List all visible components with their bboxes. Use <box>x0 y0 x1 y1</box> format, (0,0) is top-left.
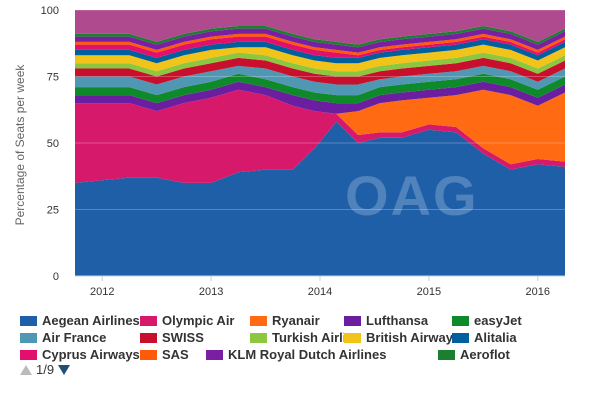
legend-swatch <box>250 315 267 326</box>
legend-swatch <box>452 332 469 343</box>
legend-item-cyprus-airways[interactable]: Cyprus Airways <box>20 347 140 362</box>
legend-swatch <box>250 332 267 343</box>
y-tick-label: 100 <box>41 5 59 17</box>
legend-label: KLM Royal Dutch Airlines <box>228 347 387 362</box>
y-tick-label: 50 <box>47 138 59 150</box>
area-air-france <box>75 65 565 96</box>
legend-item-aegean-airlines[interactable]: Aegean Airlines <box>20 313 140 328</box>
legend-label: Turkish Airlines <box>272 330 344 345</box>
legend-swatch <box>452 315 469 326</box>
area-lufthansa <box>75 81 565 114</box>
y-tick-label: 0 <box>53 271 59 283</box>
legend-row: Aegean Airlines Olympic Air Ryanair Lufthan… <box>20 312 590 329</box>
legend-swatch <box>206 349 223 360</box>
legend-label: Olympic Air <box>162 313 235 328</box>
area-easyjet <box>75 73 565 104</box>
legend-swatch <box>140 315 157 326</box>
pager-text: 1/9 <box>36 362 55 377</box>
legend-swatch <box>140 332 157 343</box>
legend-swatch <box>20 315 37 326</box>
legend-label: Alitalia <box>474 330 517 345</box>
legend-pager: 1/9 <box>20 362 71 377</box>
x-tick-label: 2012 <box>90 286 114 298</box>
area-swiss <box>75 57 565 85</box>
oag-watermark: OAG <box>345 164 479 227</box>
legend-label: Aegean Airlines <box>42 313 140 328</box>
legend-item-british-airways[interactable]: British Airways <box>344 330 452 345</box>
y-tick-label: 75 <box>47 72 59 84</box>
area-aegean-airlines <box>75 121 565 276</box>
area-turkish-airlines <box>75 52 565 77</box>
area-olympic-air <box>75 89 565 183</box>
area-ryanair <box>75 89 565 165</box>
legend-row: Cyprus Airways SAS KLM Royal Dutch Airline… <box>20 346 590 363</box>
legend-item-olympic-air[interactable]: Olympic Air <box>140 313 250 328</box>
x-tick-label: 2014 <box>308 286 332 298</box>
legend-item-lufthansa[interactable]: Lufthansa <box>344 313 452 328</box>
x-tick-label: 2013 <box>199 286 223 298</box>
legend-label: Aeroflot <box>460 347 510 362</box>
legend-label: British Airways <box>366 330 452 345</box>
legend-item-ryanair[interactable]: Ryanair <box>250 313 344 328</box>
legend-label: Lufthansa <box>366 313 429 328</box>
legend-swatch <box>20 332 37 343</box>
legend-label: Ryanair <box>272 313 320 328</box>
stacked-area-chart: OAG 0 25 50 75 100 2012 2013 2014 2015 2016 Perc… <box>13 5 565 298</box>
y-axis-label: Percentage of Seats per week <box>13 64 27 226</box>
x-tick-label: 2016 <box>526 286 550 298</box>
legend-swatch <box>20 349 37 360</box>
legend-label: easyJet <box>474 313 522 328</box>
svg-text:OAG: OAG <box>345 164 479 227</box>
legend-item-aeroflot[interactable]: Aeroflot <box>438 347 538 362</box>
legend-item-swiss[interactable]: SWISS <box>140 330 250 345</box>
legend-item-turkish-airlines[interactable]: Turkish Airlines <box>250 330 344 345</box>
legend-item-easyjet[interactable]: easyJet <box>452 313 542 328</box>
legend-label: Air France <box>42 330 107 345</box>
x-tick-label: 2015 <box>417 286 441 298</box>
legend-swatch <box>438 349 455 360</box>
legend-swatch <box>140 349 157 360</box>
legend-swatch <box>344 315 361 326</box>
area-klm-royal-dutch-airlines <box>75 28 565 53</box>
legend-label: Cyprus Airways <box>42 347 140 362</box>
legend-label: SWISS <box>162 330 204 345</box>
area-other-airlines <box>75 10 565 45</box>
legend-swatch <box>344 332 361 343</box>
legend-item-sas[interactable]: SAS <box>140 347 206 362</box>
legend: Aegean Airlines Olympic Air Ryanair Lufthan… <box>20 312 590 363</box>
legend-item-klm-royal-dutch-airlines[interactable]: KLM Royal Dutch Airlines <box>206 347 438 362</box>
legend-label: SAS <box>162 347 189 362</box>
pager-up-arrow-icon[interactable] <box>20 364 32 375</box>
y-tick-label: 25 <box>47 205 59 217</box>
area-cyprus-airways <box>75 36 565 58</box>
legend-item-air-france[interactable]: Air France <box>20 330 140 345</box>
pager-down-arrow-icon[interactable] <box>58 364 71 375</box>
area-alitalia <box>75 39 565 64</box>
legend-row: Air France SWISS Turkish Airlines British A… <box>20 329 590 346</box>
legend-item-alitalia[interactable]: Alitalia <box>452 330 542 345</box>
area-aeroflot <box>75 26 565 48</box>
